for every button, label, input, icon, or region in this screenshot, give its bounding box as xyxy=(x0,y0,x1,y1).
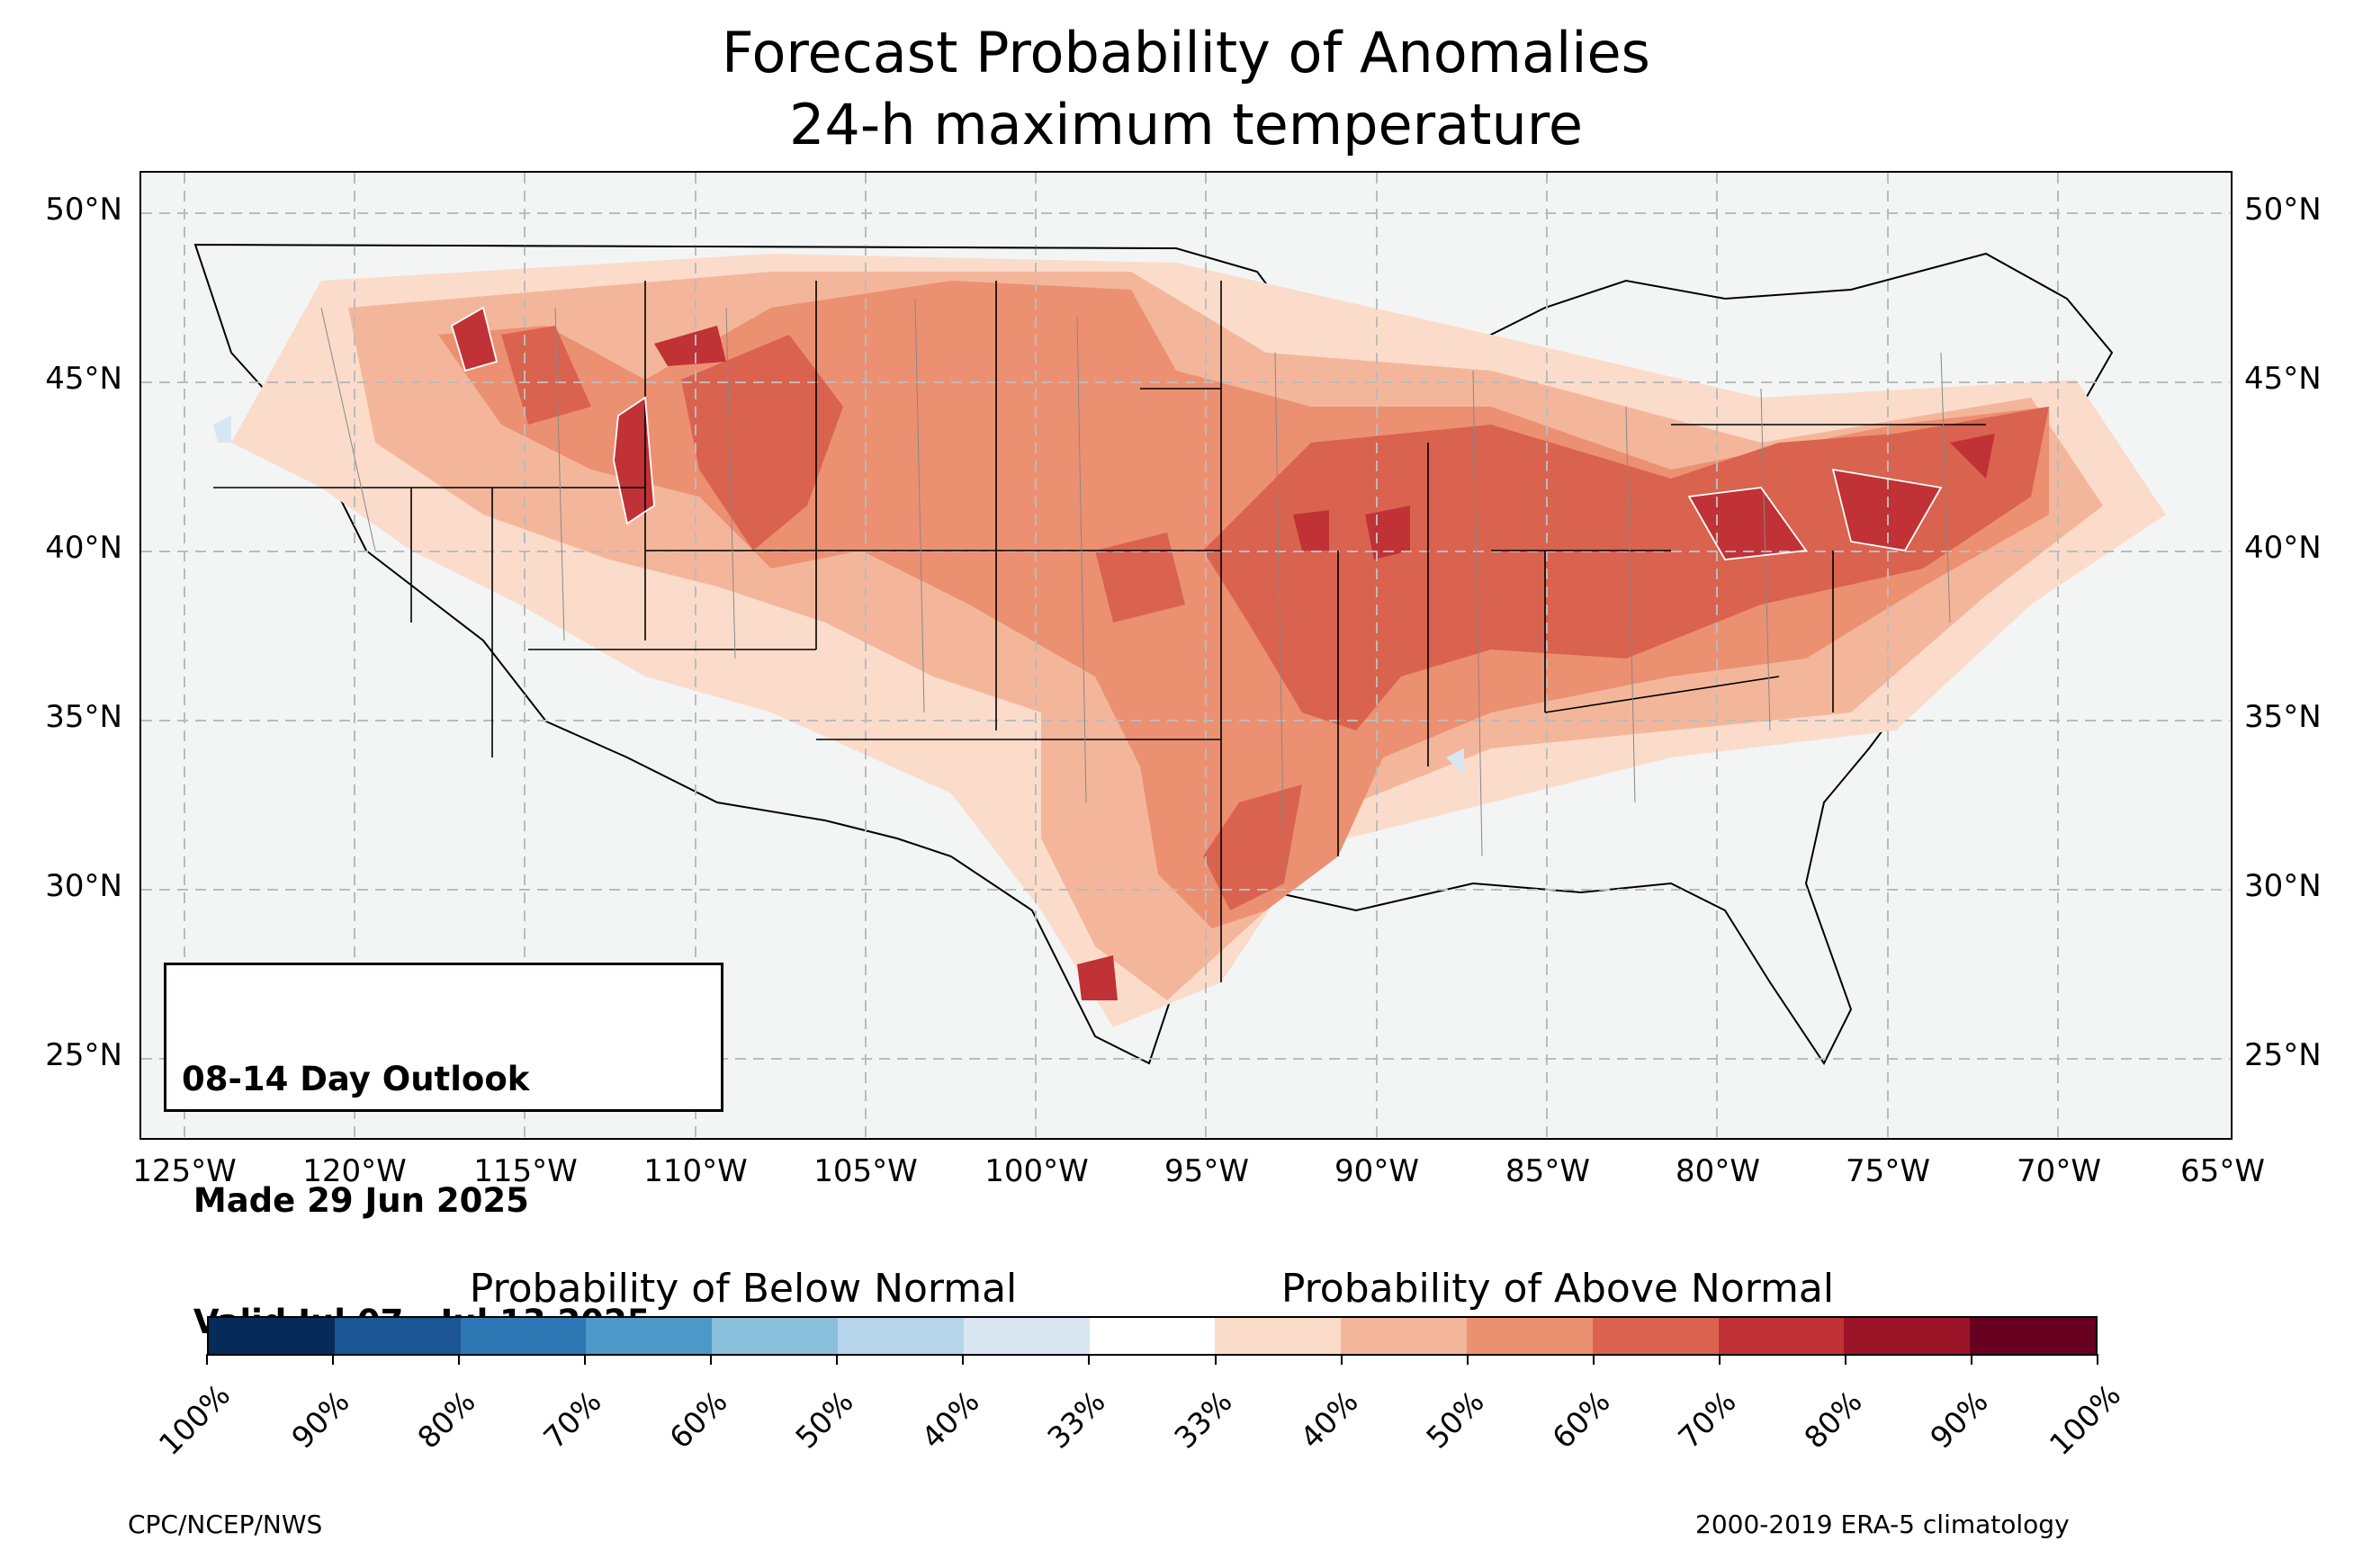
colorbar-tick xyxy=(1088,1354,1091,1365)
colorbar-tick-label: 33% xyxy=(1166,1384,1239,1456)
lat-label-25n-right: 25°N xyxy=(2244,1037,2322,1073)
lat-label-40n-left: 40°N xyxy=(45,530,122,566)
lon-label-80w: 80°W xyxy=(1676,1153,1760,1189)
lon-label-95w: 95°W xyxy=(1164,1153,1249,1189)
colorbar-tick xyxy=(584,1354,587,1365)
county-lines xyxy=(320,298,1951,875)
lat-label-35n-left: 35°N xyxy=(45,699,122,735)
lat-label-45n-left: 45°N xyxy=(45,361,122,397)
colorbar-tick xyxy=(1970,1354,1972,1365)
outlook-period: 08-14 Day Outlook xyxy=(182,1060,530,1098)
below-33-40-layer xyxy=(213,416,1464,775)
lon-label-105w: 105°W xyxy=(813,1153,918,1189)
colorbar-above-label: Probability of Above Normal xyxy=(1280,1266,1835,1312)
lat-label-50n-right: 50°N xyxy=(2244,192,2322,228)
colorbar-segment xyxy=(1215,1318,1342,1354)
colorbar-segment xyxy=(1341,1318,1467,1354)
footer-source: CPC/NCEP/NWS xyxy=(128,1510,323,1539)
borders xyxy=(194,244,1986,982)
colorbar-tick xyxy=(458,1354,461,1365)
colorbar-tick-label: 80% xyxy=(1797,1384,1869,1456)
colorbar-tick xyxy=(1718,1354,1721,1365)
lon-label-120w: 120°W xyxy=(302,1153,407,1189)
colorbar xyxy=(207,1316,2098,1356)
colorbar-tick xyxy=(1340,1354,1343,1365)
lon-label-125w: 125°W xyxy=(132,1153,237,1189)
colorbar-tick xyxy=(2097,1354,2098,1365)
lat-label-30n-right: 30°N xyxy=(2244,868,2322,904)
colorbar-tick-label: 60% xyxy=(1544,1384,1617,1456)
lat-label-30n-left: 30°N xyxy=(45,868,122,904)
colorbar-tick-label: 70% xyxy=(1671,1384,1743,1456)
lat-label-45n-right: 45°N xyxy=(2244,361,2322,397)
lon-label-75w: 75°W xyxy=(1846,1153,1930,1189)
lat-label-35n-right: 35°N xyxy=(2244,699,2322,735)
map-canvas xyxy=(141,173,2230,1137)
colorbar-segment xyxy=(1089,1318,1216,1354)
colorbar-tick xyxy=(1592,1354,1595,1365)
lat-label-25n-left: 25°N xyxy=(45,1037,122,1073)
colorbar-tick xyxy=(1214,1354,1217,1365)
contour-lines xyxy=(450,306,1943,560)
colorbar-segment xyxy=(712,1318,838,1354)
colorbar-segment xyxy=(586,1318,713,1354)
colorbar-tick-label: 40% xyxy=(1292,1384,1365,1456)
colorbar-segment xyxy=(209,1318,335,1354)
colorbar-tick-label: 50% xyxy=(788,1384,861,1456)
lon-label-65w: 65°W xyxy=(2180,1153,2265,1189)
colorbar-segment xyxy=(1844,1318,1971,1354)
colorbar-segment xyxy=(963,1318,1090,1354)
map-panel xyxy=(139,171,2233,1140)
colorbar-segment xyxy=(460,1318,587,1354)
colorbar-tick xyxy=(1466,1354,1469,1365)
colorbar-segment xyxy=(1718,1318,1845,1354)
colorbar-tick-label: 90% xyxy=(1923,1384,1995,1456)
lon-label-90w: 90°W xyxy=(1334,1153,1419,1189)
colorbar-tick xyxy=(1844,1354,1846,1365)
lat-label-40n-right: 40°N xyxy=(2244,530,2322,566)
colorbar-segment xyxy=(1466,1318,1593,1354)
colorbar-segment xyxy=(1970,1318,2096,1354)
colorbar-tick-label: 50% xyxy=(1418,1384,1491,1456)
lon-label-110w: 110°W xyxy=(643,1153,748,1189)
lon-label-115w: 115°W xyxy=(473,1153,578,1189)
colorbar-tick xyxy=(962,1354,965,1365)
colorbar-segment xyxy=(334,1318,461,1354)
lon-label-85w: 85°W xyxy=(1505,1153,1590,1189)
footer-climatology: 2000-2019 ERA-5 climatology xyxy=(1695,1510,2070,1539)
colorbar-tick xyxy=(836,1354,839,1365)
outlook-info-box: 08-14 Day Outlook Made 29 Jun 2025 Valid… xyxy=(164,963,723,1341)
lat-label-50n-left: 50°N xyxy=(45,192,122,228)
colorbar-segment xyxy=(1592,1318,1719,1354)
colorbar-tick-label: 100% xyxy=(2042,1376,2128,1463)
lon-label-70w: 70°W xyxy=(2017,1153,2101,1189)
colorbar-below-label: Probability of Below Normal xyxy=(469,1266,1018,1312)
colorbar-tick-label: 40% xyxy=(914,1384,987,1456)
colorbar-tick-label: 33% xyxy=(1040,1384,1113,1456)
colorbar-segment xyxy=(837,1318,964,1354)
colorbar-tick xyxy=(206,1354,208,1365)
colorbar-tick xyxy=(710,1354,713,1365)
chart-title: Forecast Probability of Anomalies xyxy=(722,20,1650,85)
lon-label-100w: 100°W xyxy=(984,1153,1089,1189)
outlook-made-date: Made 29 Jun 2025 xyxy=(182,1181,529,1220)
colorbar-tick xyxy=(332,1354,335,1365)
chart-subtitle: 24-h maximum temperature xyxy=(788,92,1584,157)
